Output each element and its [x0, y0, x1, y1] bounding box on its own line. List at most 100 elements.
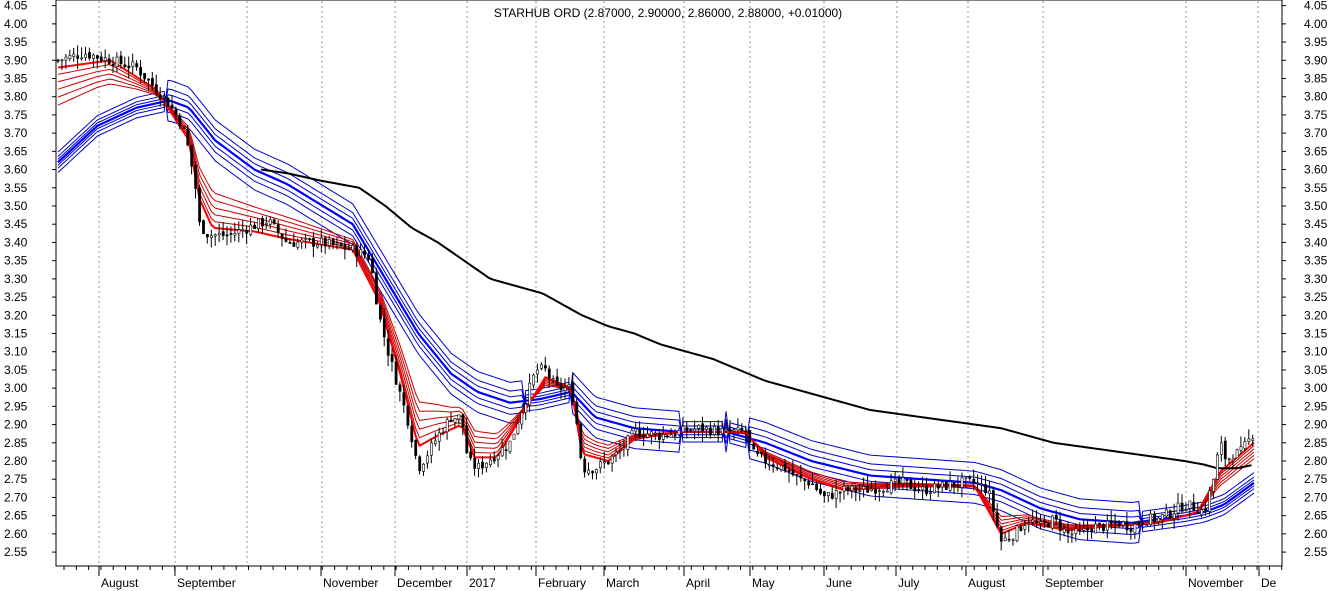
price-bar-body [151, 78, 154, 86]
x-tick-label: June [826, 576, 852, 590]
price-bar-body [382, 318, 386, 338]
price-bar-body [779, 465, 783, 470]
price-bar-body [1129, 528, 1133, 532]
price-bar-body [154, 84, 158, 94]
price-bar-body [913, 487, 917, 492]
y-tick-label-right: 3.40 [1304, 235, 1328, 249]
price-bar-body [488, 459, 492, 465]
y-tick-label-right: 2.75 [1304, 472, 1328, 486]
price-bar-body [1180, 502, 1184, 512]
price-bar-body [972, 478, 976, 484]
x-tick-label: 2017 [469, 576, 496, 590]
price-bar-body [245, 230, 249, 234]
price-bar-body [716, 426, 720, 435]
y-tick-label-left: 3.80 [4, 90, 28, 104]
y-tick-label-left: 3.95 [4, 35, 28, 49]
price-bar-body [795, 474, 799, 477]
price-bar-body [1035, 520, 1039, 524]
price-bar-body [854, 487, 858, 493]
price-bar-body [1015, 525, 1019, 541]
price-bar-body [571, 383, 575, 403]
price-bar-body [1106, 520, 1109, 531]
price-bar-body [976, 482, 980, 485]
price-bar-body [630, 429, 634, 435]
price-bar-body [422, 463, 426, 472]
price-bar-body [877, 490, 881, 492]
price-bar-body [414, 439, 418, 456]
price-bar-body [316, 244, 319, 248]
price-bar-body [237, 229, 241, 235]
price-bar-body [504, 449, 508, 452]
price-bar-body [1117, 522, 1121, 527]
price-bar-body [359, 249, 363, 257]
price-bar-body [783, 463, 787, 471]
price-bar-body [830, 492, 834, 499]
price-bar-body [760, 452, 764, 455]
x-tick-label: November [323, 576, 378, 590]
price-bar-body [1157, 517, 1160, 522]
price-bar-body [1090, 528, 1094, 533]
price-bar-body [685, 427, 689, 432]
price-bar-body [264, 222, 268, 225]
x-tick-label: February [538, 576, 586, 590]
price-bar-body [386, 338, 390, 356]
price-bar-body [815, 483, 819, 490]
price-bar-body [807, 480, 811, 486]
price-bar-body [276, 224, 280, 233]
price-bar-body [1168, 510, 1172, 518]
price-bar-body [111, 63, 115, 67]
y-tick-label-left: 3.00 [4, 381, 28, 395]
y-tick-label-right: 3.00 [1304, 381, 1328, 395]
price-bar-body [929, 492, 932, 494]
price-bar-body [775, 467, 779, 470]
price-bar-body [583, 458, 587, 473]
y-tick-label-left: 2.70 [4, 490, 28, 504]
price-bar-body [540, 364, 543, 369]
price-bar-body [1023, 525, 1027, 530]
price-bar-body [925, 485, 929, 495]
price-bar-body [139, 67, 143, 76]
y-tick-label-left: 3.70 [4, 126, 28, 140]
price-bar-body [68, 54, 72, 59]
y-tick-label-right: 3.15 [1304, 327, 1328, 341]
price-bar-body [508, 440, 512, 453]
price-bar-body [1113, 521, 1117, 524]
price-bar-body [64, 56, 68, 61]
y-tick-label-right: 3.95 [1304, 35, 1328, 49]
price-bar-body [1231, 458, 1235, 461]
long-ma-line [57, 90, 1255, 544]
price-bar-body [127, 65, 131, 69]
vertical-grid [98, 1, 1259, 565]
price-bar-body [516, 423, 520, 435]
price-bar-body [190, 144, 194, 167]
price-bar-body [559, 383, 563, 391]
price-bar-body [1145, 524, 1149, 527]
price-bar-body [485, 462, 488, 468]
price-bar-body [991, 490, 995, 512]
price-bar-body [850, 485, 854, 491]
y-tick-label-left: 3.75 [4, 108, 28, 122]
price-bar-body [634, 428, 638, 432]
price-bar-body [677, 430, 681, 435]
x-tick-label: September [1045, 576, 1104, 590]
y-tick-label-right: 3.90 [1304, 53, 1328, 67]
price-bar-body [988, 490, 991, 495]
price-bar-body [398, 384, 402, 392]
price-bar-body [80, 57, 84, 60]
price-bar-body [1031, 519, 1035, 523]
price-bar-body [866, 485, 870, 493]
price-bar-body [1125, 521, 1129, 531]
y-tick-label-right: 2.85 [1304, 436, 1328, 450]
y-tick-label-left: 3.05 [4, 363, 28, 377]
price-bar-body [870, 488, 874, 492]
price-bar-body [213, 234, 217, 237]
price-bar-body [1176, 502, 1180, 514]
price-bar-body [327, 239, 331, 246]
price-bar-body [642, 435, 646, 438]
y-tick-label-right: 3.65 [1304, 144, 1328, 158]
y-tick-label-left: 2.95 [4, 399, 28, 413]
price-bar-body [944, 481, 948, 490]
price-bar-body [1003, 537, 1007, 541]
